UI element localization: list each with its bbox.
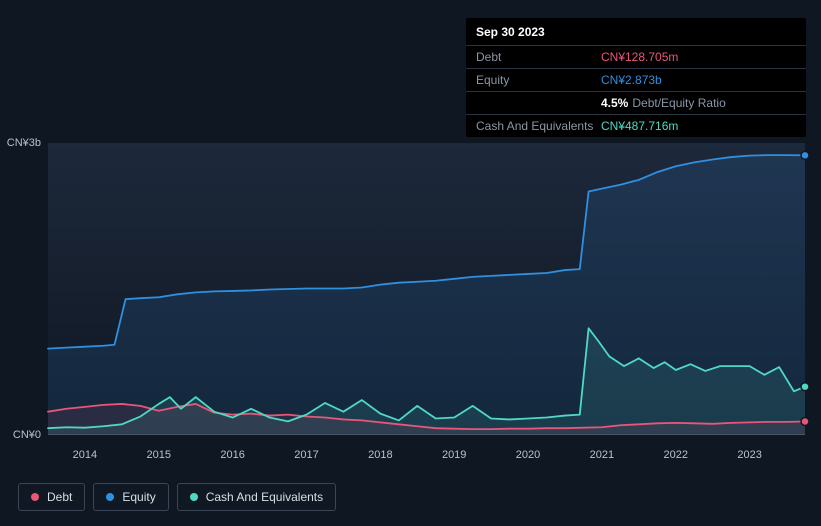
x-tick-label: 2015 <box>147 449 171 461</box>
tooltip-label <box>476 96 601 110</box>
x-tick-label: 2019 <box>442 449 466 461</box>
tooltip-value: 4.5% Debt/Equity Ratio <box>601 96 796 110</box>
y-tick-label: CN¥3b <box>7 137 41 149</box>
x-tick-label: 2014 <box>73 449 97 461</box>
legend-dot-icon <box>106 493 114 501</box>
tooltip-value: CN¥2.873b <box>601 73 796 87</box>
legend-dot-icon <box>190 493 198 501</box>
y-tick-label: CN¥0 <box>13 429 41 441</box>
legend-label: Debt <box>47 490 72 504</box>
x-tick-label: 2018 <box>368 449 392 461</box>
legend-item-debt[interactable]: Debt <box>18 483 85 511</box>
tooltip-label: Cash And Equivalents <box>476 119 601 133</box>
x-tick-label: 2016 <box>220 449 244 461</box>
legend-label: Cash And Equivalents <box>206 490 323 504</box>
tooltip-label: Debt <box>476 50 601 64</box>
tooltip-row-equity: Equity CN¥2.873b <box>466 68 806 91</box>
plot-area[interactable] <box>48 143 805 435</box>
x-tick-label: 2023 <box>737 449 761 461</box>
x-tick-label: 2022 <box>664 449 688 461</box>
tooltip-row-cash: Cash And Equivalents CN¥487.716m <box>466 114 806 137</box>
ratio-text: Debt/Equity Ratio <box>632 96 725 110</box>
legend-item-equity[interactable]: Equity <box>93 483 168 511</box>
chart-container: Sep 30 2023 Debt CN¥128.705m Equity CN¥2… <box>0 0 821 526</box>
tooltip-value: CN¥128.705m <box>601 50 796 64</box>
tooltip-row-debt: Debt CN¥128.705m <box>466 45 806 68</box>
legend-label: Equity <box>122 490 155 504</box>
tooltip-label: Equity <box>476 73 601 87</box>
legend: Debt Equity Cash And Equivalents <box>18 483 336 511</box>
ratio-percent: 4.5% <box>601 96 628 110</box>
x-tick-label: 2017 <box>294 449 318 461</box>
chart-svg <box>48 143 805 434</box>
legend-item-cash[interactable]: Cash And Equivalents <box>177 483 336 511</box>
legend-dot-icon <box>31 493 39 501</box>
tooltip-value: CN¥487.716m <box>601 119 796 133</box>
x-axis-labels: 2014 2015 2016 2017 2018 2019 2020 2021 2022 2023 <box>48 449 805 465</box>
x-tick-label: 2021 <box>590 449 614 461</box>
tooltip-row-ratio: 4.5% Debt/Equity Ratio <box>466 91 806 114</box>
tooltip-date: Sep 30 2023 <box>466 18 806 45</box>
x-tick-label: 2020 <box>516 449 540 461</box>
tooltip-panel: Sep 30 2023 Debt CN¥128.705m Equity CN¥2… <box>466 18 806 137</box>
